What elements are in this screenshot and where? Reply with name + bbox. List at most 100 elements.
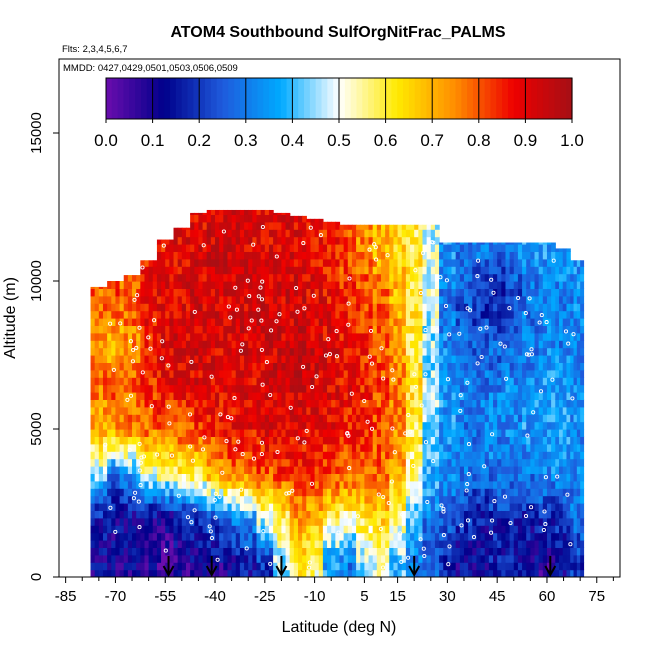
heatmap-cell — [277, 355, 283, 363]
heatmap-cell — [480, 532, 486, 541]
heatmap-cell — [107, 332, 112, 341]
heatmap-cell — [455, 510, 461, 519]
heatmap-cell — [268, 384, 274, 393]
heatmap-cell — [127, 569, 133, 577]
heatmap-cell — [327, 281, 332, 289]
heatmap-cell — [459, 288, 465, 297]
heatmap-cell — [339, 414, 345, 423]
heatmap-cell — [376, 318, 382, 326]
heatmap-cell — [268, 495, 274, 504]
heatmap-cell — [215, 429, 220, 437]
heatmap-cell — [210, 458, 216, 467]
heatmap-cell — [380, 362, 386, 371]
heatmap-cell — [127, 473, 133, 482]
heatmap-cell — [513, 488, 519, 497]
heatmap-cell — [302, 244, 307, 252]
heatmap-cell — [140, 384, 146, 393]
heatmap-cell — [327, 221, 332, 230]
heatmap-cell — [185, 569, 191, 577]
heatmap-cell — [302, 266, 307, 275]
heatmap-cell — [177, 355, 183, 363]
heatmap-cell — [277, 362, 283, 371]
heatmap-cell — [156, 495, 162, 504]
heatmap-cell — [156, 569, 162, 577]
heatmap-cell — [173, 406, 179, 415]
heatmap-cell — [111, 310, 117, 319]
heatmap-cell — [327, 236, 332, 245]
heatmap-cell — [219, 229, 224, 238]
heatmap-cell — [148, 554, 154, 563]
heatmap-cell — [517, 517, 523, 526]
heatmap-cell — [401, 355, 407, 363]
heatmap-cell — [380, 244, 386, 252]
heatmap-cell — [165, 466, 170, 474]
heatmap-cell — [194, 288, 200, 297]
heatmap-cell — [434, 258, 440, 267]
heatmap-cell — [293, 340, 299, 349]
heatmap-cell — [339, 480, 345, 489]
heatmap-cell — [194, 503, 200, 511]
heatmap-cell — [281, 443, 287, 452]
heatmap-cell — [347, 525, 353, 534]
heatmap-cell — [277, 429, 283, 437]
heatmap-cell — [235, 562, 241, 571]
heatmap-cell — [173, 258, 179, 267]
heatmap-cell — [194, 532, 200, 541]
heatmap-cell — [161, 384, 166, 393]
heatmap-cell — [281, 347, 287, 356]
heatmap-cell — [488, 347, 494, 356]
heatmap-cell — [177, 532, 183, 541]
heatmap-cell — [156, 377, 162, 386]
heatmap-cell — [302, 540, 307, 548]
heatmap-cell — [235, 406, 241, 415]
heatmap-cell — [509, 473, 515, 482]
heatmap-cell — [256, 554, 262, 563]
heatmap-cell — [434, 347, 440, 356]
heatmap-cell — [480, 421, 486, 430]
heatmap-cell — [223, 281, 229, 289]
heatmap-cell — [102, 377, 108, 386]
heatmap-cell — [522, 266, 527, 275]
heatmap-cell — [517, 532, 523, 541]
heatmap-cell — [339, 303, 345, 312]
heatmap-cell — [418, 562, 424, 571]
heatmap-cell — [94, 347, 100, 356]
heatmap-cell — [198, 369, 204, 378]
heatmap-cell — [148, 414, 154, 423]
heatmap-cell — [169, 377, 175, 386]
heatmap-cell — [169, 429, 175, 437]
heatmap-cell — [459, 436, 465, 445]
heatmap-cell — [526, 443, 531, 452]
heatmap-cell — [310, 540, 316, 548]
heatmap-cell — [90, 325, 96, 334]
heatmap-cell — [339, 436, 345, 445]
heatmap-cell — [90, 547, 96, 556]
heatmap-cell — [161, 251, 166, 260]
heatmap-cell — [397, 251, 403, 260]
heatmap-cell — [190, 288, 195, 297]
heatmap-cell — [165, 281, 170, 289]
heatmap-cell — [439, 332, 444, 341]
heatmap-cell — [351, 429, 357, 437]
heatmap-cell — [198, 562, 204, 571]
heatmap-cell — [455, 303, 461, 312]
heatmap-cell — [293, 251, 299, 260]
heatmap-cell — [123, 562, 129, 571]
heatmap-cell — [385, 224, 390, 230]
heatmap-cell — [256, 406, 262, 415]
heatmap-cell — [401, 532, 407, 541]
heatmap-cell — [256, 221, 262, 230]
heatmap-cell — [210, 554, 216, 563]
heatmap-cell — [161, 362, 166, 371]
heatmap-cell — [376, 414, 382, 423]
heatmap-cell — [360, 295, 365, 304]
heatmap-cell — [219, 517, 224, 526]
heatmap-cell — [202, 295, 208, 304]
heatmap-cell — [410, 517, 415, 526]
heatmap-cell — [356, 310, 361, 319]
heatmap-cell — [111, 414, 117, 423]
heatmap-cell — [468, 421, 473, 430]
heatmap-cell — [463, 325, 469, 334]
heatmap-cell — [434, 421, 440, 430]
heatmap-cell — [115, 362, 121, 371]
